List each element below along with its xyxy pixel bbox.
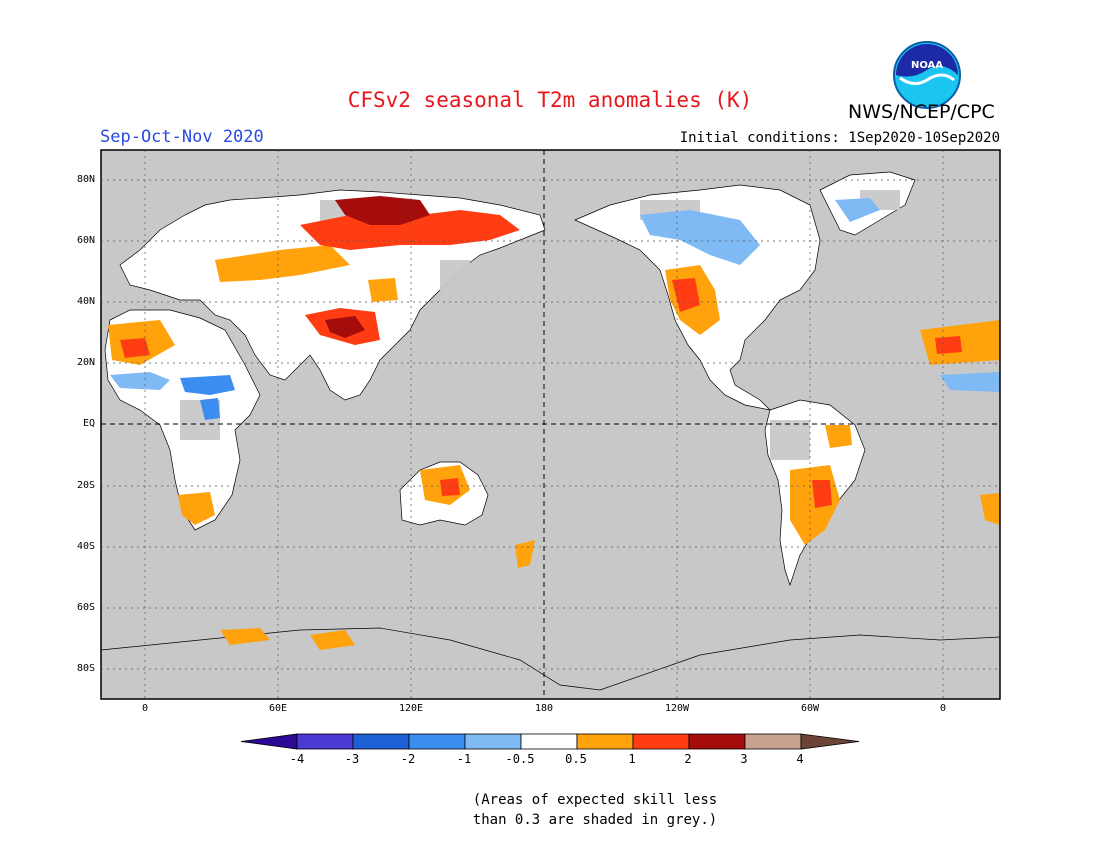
cool-anomalies	[110, 198, 1000, 420]
colorbar-label: -3	[344, 752, 360, 766]
lat-label-20s: 20S	[76, 480, 95, 491]
lat-label-80n: 80N	[76, 174, 95, 185]
season-label: Sep-Oct-Nov 2020	[100, 127, 264, 147]
colorbar-swatch	[296, 733, 354, 750]
lon-label-60e: 60E	[268, 703, 288, 714]
lon-label-180: 180	[534, 703, 554, 714]
footnote-line-2: than 0.3 are shaded in grey.)	[472, 812, 718, 828]
warm-anomalies	[108, 196, 1000, 650]
colorbar-label: 4	[796, 752, 804, 766]
lon-label-0: 0	[141, 703, 149, 714]
initial-conditions-label: Initial conditions: 1Sep2020-10Sep2020	[679, 130, 1000, 146]
colorbar-swatch	[744, 733, 802, 750]
colorbar-label: 3	[740, 752, 748, 766]
colorbar-label: 2	[684, 752, 692, 766]
lat-label-eq: EQ	[82, 418, 95, 429]
lat-label-40s: 40S	[76, 541, 95, 552]
anomaly-map	[100, 149, 1001, 700]
lon-label-60w: 60W	[800, 703, 820, 714]
lat-label-20n: 20N	[76, 357, 95, 368]
colorbar-label: -4	[289, 752, 305, 766]
colorbar-label: -0.5	[505, 752, 535, 766]
colorbar-swatch	[520, 733, 578, 750]
lon-label-120w: 120W	[664, 703, 690, 714]
lat-label-60n: 60N	[76, 235, 95, 246]
colorbar-label: 1	[628, 752, 636, 766]
colorbar-label: 0.5	[565, 752, 587, 766]
colorbar-label: -2	[400, 752, 416, 766]
colorbar-swatch	[688, 733, 746, 750]
organization-label: NWS/NCEP/CPC	[848, 101, 995, 123]
colorbar-swatch	[632, 733, 690, 750]
colorbar-label: -1	[456, 752, 472, 766]
lon-label-0-east: 0	[939, 703, 947, 714]
colorbar-swatch	[352, 733, 410, 750]
colorbar-swatch	[576, 733, 634, 750]
lon-label-120e: 120E	[398, 703, 424, 714]
colorbar-arrow-low	[240, 733, 298, 750]
reference-lines	[101, 150, 1000, 699]
colorbar-arrow-high	[800, 733, 860, 750]
lat-label-40n: 40N	[76, 296, 95, 307]
noaa-logo: NOAA	[893, 41, 961, 109]
noaa-logo-text: NOAA	[911, 60, 943, 71]
footnote-line-1: (Areas of expected skill less	[472, 792, 718, 808]
chart-title: CFSv2 seasonal T2m anomalies (K)	[347, 88, 753, 112]
graticule	[101, 150, 1000, 699]
lat-label-80s: 80S	[76, 663, 95, 674]
colorbar-swatch	[408, 733, 466, 750]
lat-label-60s: 60S	[76, 602, 95, 613]
colorbar-swatch	[464, 733, 522, 750]
